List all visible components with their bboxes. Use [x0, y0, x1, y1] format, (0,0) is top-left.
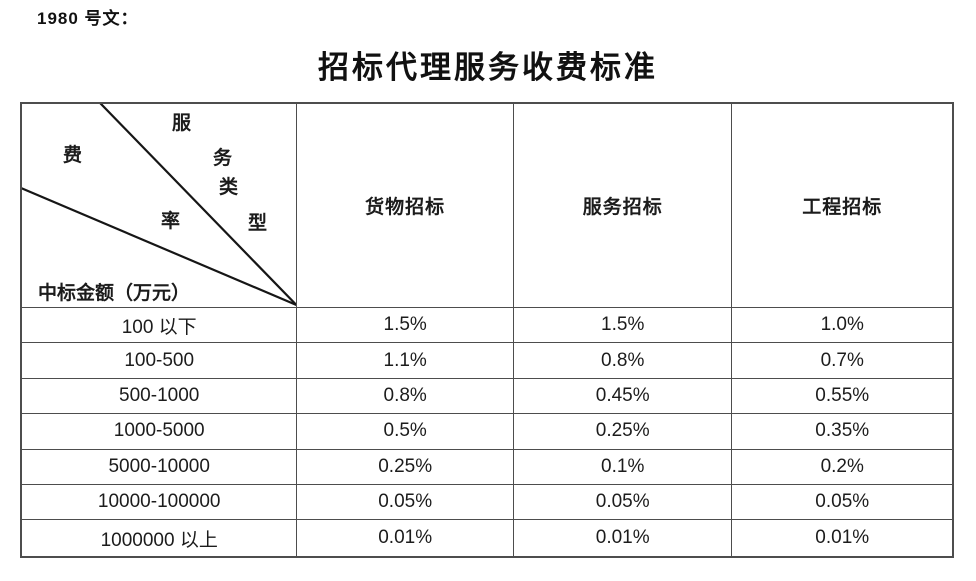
rate-cell-service: 0.1% [513, 449, 733, 485]
rate-cell-project: 0.7% [732, 343, 952, 379]
amount-range-cell: 5000-10000 [22, 449, 298, 485]
rate-cell-project: 0.2% [732, 450, 952, 485]
diagonal-lines [22, 104, 297, 307]
amount-range-cell: 1000-5000 [22, 414, 298, 450]
rate-cell-goods: 0.25% [297, 449, 514, 485]
column-header-service: 服务招标 [513, 104, 733, 308]
rate-cell-service: 0.25% [513, 414, 733, 450]
rate-cell-goods: 0.8% [297, 378, 514, 415]
corner-label-service-char: 服 [172, 112, 192, 134]
corner-amount-label: 中标金额（万元） [38, 282, 191, 304]
corner-label-service-char: 务 [213, 147, 233, 169]
rate-cell-goods: 1.5% [297, 308, 514, 344]
rate-cell-goods: 1.1% [297, 343, 514, 379]
amount-range-cell: 10000-100000 [22, 484, 298, 521]
rate-cell-service: 0.01% [514, 520, 733, 556]
amount-range-cell: 1000000 以上 [22, 520, 298, 556]
rate-cell-project: 1.0% [732, 308, 952, 344]
corner-label-fee-char: 费 [63, 144, 83, 166]
rate-cell-project: 0.05% [732, 485, 952, 521]
column-header-goods: 货物招标 [297, 104, 514, 308]
doc-number-note: 1980 号文： [37, 9, 139, 28]
fee-table: 服 务 类 型 费 率 中标金额（万元） 货物招标 服务招标 工程招标 100 … [20, 102, 954, 558]
amount-range-cell: 100 以下 [22, 308, 298, 344]
rate-cell-goods: 0.05% [297, 484, 514, 521]
rate-cell-goods: 0.5% [297, 414, 514, 450]
rate-cell-service: 0.8% [513, 343, 733, 379]
rate-cell-project: 0.01% [815, 527, 870, 549]
amount-range-cell: 500-1000 [22, 378, 298, 415]
corner-label-service-char: 类 [219, 176, 239, 198]
corner-label-service-char: 型 [248, 212, 268, 234]
amount-range-cell: 100-500 [22, 343, 298, 379]
column-header-project: 工程招标 [732, 104, 952, 308]
corner-label-rate-char: 率 [161, 210, 181, 232]
rate-cell-service: 1.5% [513, 308, 733, 344]
rate-cell-service: 0.05% [513, 484, 733, 521]
rate-cell-project: 0.35% [732, 414, 952, 450]
page-title: 招标代理服务收费标准 [318, 50, 658, 86]
rate-cell-service: 0.45% [513, 378, 733, 415]
table-corner-cell: 服 务 类 型 费 率 中标金额（万元） [22, 104, 298, 308]
rate-cell-goods: 0.01% [297, 520, 514, 556]
rate-cell-project: 0.55% [732, 379, 952, 415]
